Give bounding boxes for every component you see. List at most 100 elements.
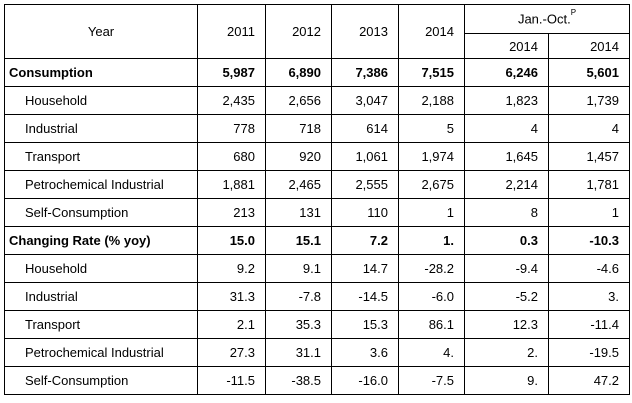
- table-cell: 2,465: [265, 170, 332, 199]
- row-label: Changing Rate (% yoy): [4, 226, 198, 255]
- table-cell: 9.: [464, 366, 549, 395]
- year-header-2012: 2012: [265, 4, 332, 59]
- table-cell: 3,047: [331, 86, 399, 115]
- table-cell: 7.2: [331, 226, 399, 255]
- table-cell: -11.4: [548, 310, 630, 339]
- table-cell: 4: [464, 114, 549, 143]
- table-cell: -10.3: [548, 226, 630, 255]
- table-cell: -11.5: [197, 366, 266, 395]
- year-header-2011: 2011: [197, 4, 266, 59]
- table-cell: 47.2: [548, 366, 630, 395]
- table-cell: -19.5: [548, 338, 630, 367]
- row-label: Transport: [4, 310, 198, 339]
- table-cell: 1,645: [464, 142, 549, 171]
- table-cell: 31.1: [265, 338, 332, 367]
- table-cell: 3.6: [331, 338, 399, 367]
- table-row: Self-Consumption 213 131 110 1 8 1: [4, 198, 630, 227]
- table-cell: -7.5: [398, 366, 465, 395]
- table-cell: 1,823: [464, 86, 549, 115]
- consumption-table: Year 2011 2012 2013 2014 Jan.-Oct.P 2014…: [4, 4, 630, 395]
- table-cell: 1,781: [548, 170, 630, 199]
- table-cell: 6,890: [265, 58, 332, 87]
- table-cell: 2,214: [464, 170, 549, 199]
- table-cell: -5.2: [464, 282, 549, 311]
- table-cell: 1: [548, 198, 630, 227]
- table-cell: 718: [265, 114, 332, 143]
- header-row-1: Year 2011 2012 2013 2014 Jan.-Oct.P: [4, 4, 630, 59]
- data-table-container: Year 2011 2012 2013 2014 Jan.-Oct.P 2014…: [4, 4, 630, 395]
- table-cell: 614: [331, 114, 399, 143]
- row-label: Self-Consumption: [4, 366, 198, 395]
- row-label: Industrial: [4, 114, 198, 143]
- table-cell: 7,515: [398, 58, 465, 87]
- table-cell: 2,188: [398, 86, 465, 115]
- period-superscript: P: [570, 8, 577, 18]
- table-row: Industrial 778 718 614 5 4 4: [4, 114, 630, 143]
- table-cell: 3.: [548, 282, 630, 311]
- table-cell: 5: [398, 114, 465, 143]
- table-cell: 12.3: [464, 310, 549, 339]
- table-cell: 1.: [398, 226, 465, 255]
- row-label: Consumption: [4, 58, 198, 87]
- table-cell: 1,061: [331, 142, 399, 171]
- table-cell: 131: [265, 198, 332, 227]
- table-cell: -9.4: [464, 254, 549, 283]
- table-row: Petrochemical Industrial 27.3 31.1 3.6 4. 2. -…: [4, 338, 630, 367]
- table-cell: 1,457: [548, 142, 630, 171]
- table-cell: 2,555: [331, 170, 399, 199]
- table-cell: 27.3: [197, 338, 266, 367]
- period-label: Jan.-Oct.: [517, 11, 571, 27]
- table-cell: -6.0: [398, 282, 465, 311]
- row-label: Transport: [4, 142, 198, 171]
- year-header-2014: 2014: [398, 4, 465, 59]
- table-row: Changing Rate (% yoy) 15.0 15.1 7.2 1. 0.3 -10…: [4, 226, 630, 255]
- table-cell: 86.1: [398, 310, 465, 339]
- table-body: Consumption 5,987 6,890 7,386 7,515 6,246 5,60…: [4, 58, 630, 395]
- table-row: Consumption 5,987 6,890 7,386 7,515 6,246 5,60…: [4, 58, 630, 87]
- table-row: Transport 680 920 1,061 1,974 1,645 1,457: [4, 142, 630, 171]
- table-row: Self-Consumption -11.5 -38.5 -16.0 -7.5 9. 47.…: [4, 366, 630, 395]
- table-cell: 778: [197, 114, 266, 143]
- table-cell: 5,987: [197, 58, 266, 87]
- table-row: Household 9.2 9.1 14.7 -28.2 -9.4 -4.6: [4, 254, 630, 283]
- row-label: Self-Consumption: [4, 198, 198, 227]
- table-cell: 9.1: [265, 254, 332, 283]
- table-row: Petrochemical Industrial 1,881 2,465 2,555 2…: [4, 170, 630, 199]
- table-cell: 1: [398, 198, 465, 227]
- row-label: Household: [4, 86, 198, 115]
- table-cell: 0.3: [464, 226, 549, 255]
- row-label: Petrochemical Industrial: [4, 170, 198, 199]
- period-header: Jan.-Oct.P: [464, 4, 630, 34]
- table-cell: 4.: [398, 338, 465, 367]
- period-year-1: 2014: [464, 33, 549, 59]
- table-cell: 4: [548, 114, 630, 143]
- table-cell: 14.7: [331, 254, 399, 283]
- table-cell: 680: [197, 142, 266, 171]
- table-cell: 8: [464, 198, 549, 227]
- table-cell: -38.5: [265, 366, 332, 395]
- period-year-2: 2014: [548, 33, 630, 59]
- row-label: Petrochemical Industrial: [4, 338, 198, 367]
- table-row: Industrial 31.3 -7.8 -14.5 -6.0 -5.2 3.: [4, 282, 630, 311]
- table-cell: -7.8: [265, 282, 332, 311]
- table-cell: 15.1: [265, 226, 332, 255]
- table-cell: 2.: [464, 338, 549, 367]
- table-cell: 920: [265, 142, 332, 171]
- table-row: Transport 2.1 35.3 15.3 86.1 12.3 -11.4: [4, 310, 630, 339]
- table-cell: 15.3: [331, 310, 399, 339]
- table-cell: 1,881: [197, 170, 266, 199]
- table-cell: 6,246: [464, 58, 549, 87]
- table-cell: -14.5: [331, 282, 399, 311]
- table-cell: 31.3: [197, 282, 266, 311]
- table-cell: 2,675: [398, 170, 465, 199]
- table-row: Household 2,435 2,656 3,047 2,188 1,823 1,739: [4, 86, 630, 115]
- table-cell: 2,656: [265, 86, 332, 115]
- table-cell: 1,974: [398, 142, 465, 171]
- row-label: Industrial: [4, 282, 198, 311]
- table-cell: -4.6: [548, 254, 630, 283]
- table-cell: 15.0: [197, 226, 266, 255]
- year-header-2013: 2013: [331, 4, 399, 59]
- table-cell: 110: [331, 198, 399, 227]
- table-cell: 213: [197, 198, 266, 227]
- table-cell: 35.3: [265, 310, 332, 339]
